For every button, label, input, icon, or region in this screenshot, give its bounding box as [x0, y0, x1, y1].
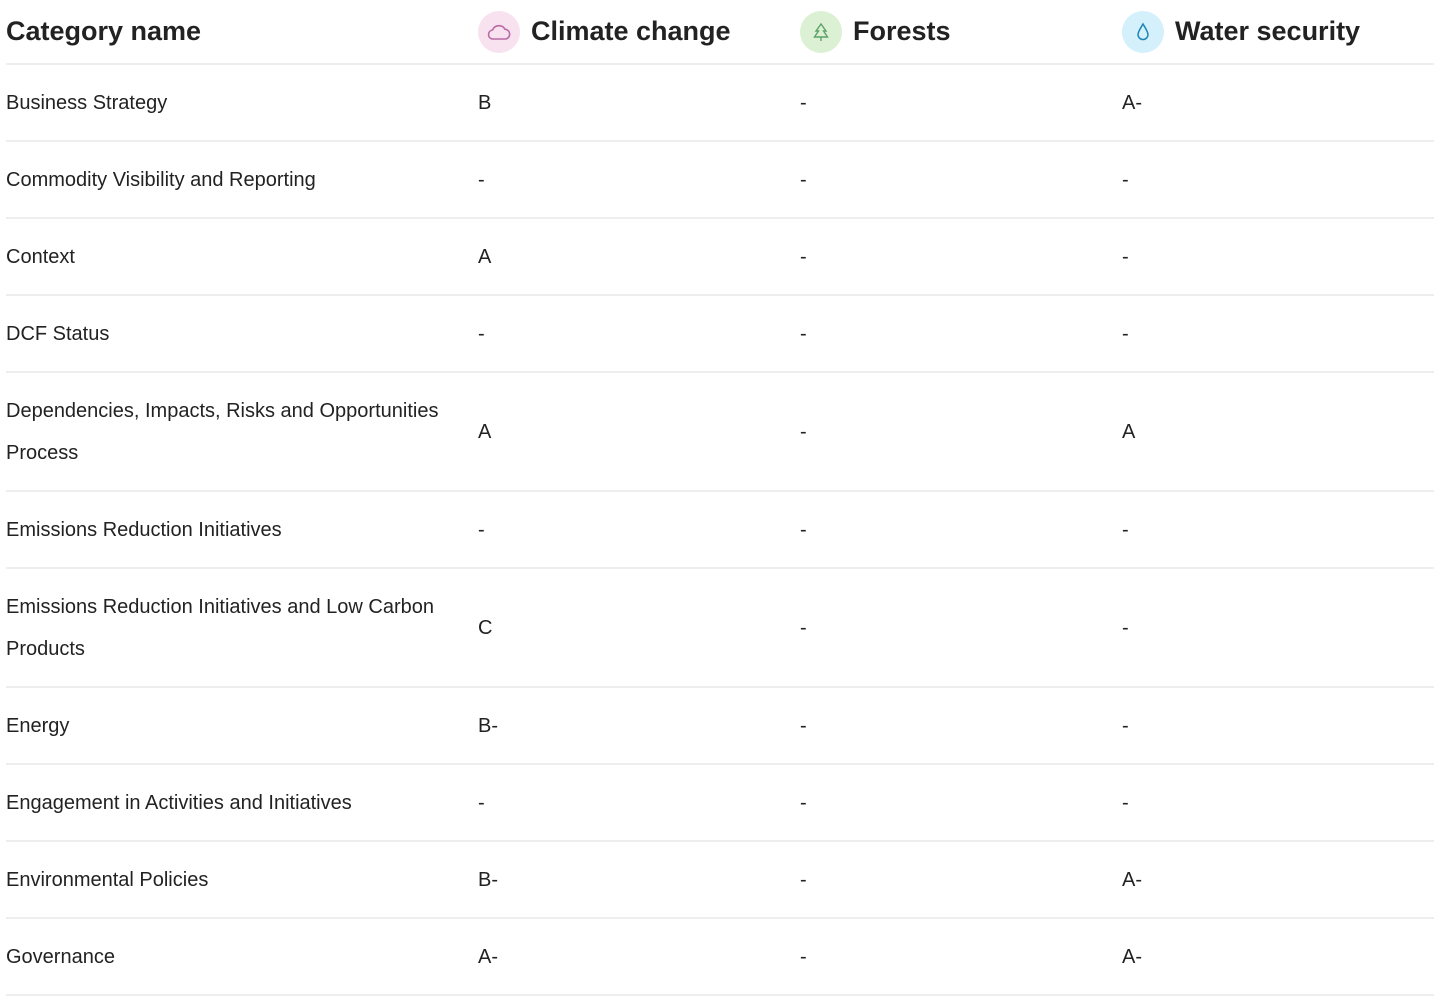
category-cell: Context: [6, 218, 478, 296]
category-cell: Governance: [6, 918, 478, 996]
table-row: Context A - -: [6, 218, 1434, 296]
water-score: A-: [1122, 841, 1434, 919]
header-water: Water security: [1122, 0, 1434, 65]
climate-score: B-: [478, 841, 800, 919]
forests-score: -: [800, 491, 1122, 569]
category-cell: Dependencies, Impacts, Risks and Opportu…: [6, 372, 478, 492]
climate-score: A: [478, 372, 800, 492]
table-header: Category name Climate change Forests Wat…: [6, 0, 1434, 65]
water-score: -: [1122, 295, 1434, 373]
header-label: Forests: [853, 16, 951, 46]
table-row: Engagement in Activities and Initiatives…: [6, 764, 1434, 842]
scores-table: Category name Climate change Forests Wat…: [6, 0, 1434, 996]
climate-score: -: [478, 141, 800, 219]
forests-score: -: [800, 372, 1122, 492]
forests-score: -: [800, 295, 1122, 373]
forests-score: -: [800, 218, 1122, 296]
water-score: -: [1122, 687, 1434, 765]
forests-score: -: [800, 841, 1122, 919]
climate-score: A-: [478, 918, 800, 996]
table-row: Governance A- - A-: [6, 918, 1434, 996]
category-cell: Emissions Reduction Initiatives: [6, 491, 478, 569]
forests-score: -: [800, 141, 1122, 219]
table-row: Emissions Reduction Initiatives - - -: [6, 491, 1434, 569]
table-row: Commodity Visibility and Reporting - - -: [6, 141, 1434, 219]
water-icon: [1122, 10, 1164, 53]
header-row: Category name Climate change Forests Wat…: [6, 0, 1434, 65]
category-cell: DCF Status: [6, 295, 478, 373]
category-cell: Engagement in Activities and Initiatives: [6, 764, 478, 842]
forests-score: -: [800, 64, 1122, 142]
climate-score: A: [478, 218, 800, 296]
category-cell: Emissions Reduction Initiatives and Low …: [6, 568, 478, 688]
forests-score: -: [800, 568, 1122, 688]
table-row: Dependencies, Impacts, Risks and Opportu…: [6, 372, 1434, 492]
forests-score: -: [800, 918, 1122, 996]
table-row: Environmental Policies B- - A-: [6, 841, 1434, 919]
forests-icon: [800, 10, 842, 53]
water-score: -: [1122, 491, 1434, 569]
water-score: -: [1122, 218, 1434, 296]
category-cell: Environmental Policies: [6, 841, 478, 919]
table-row: Energy B- - -: [6, 687, 1434, 765]
climate-score: -: [478, 295, 800, 373]
water-score: -: [1122, 764, 1434, 842]
water-score: A-: [1122, 918, 1434, 996]
water-score: A-: [1122, 64, 1434, 142]
forests-score: -: [800, 687, 1122, 765]
climate-score: C: [478, 568, 800, 688]
table-body: Business Strategy B - A- Commodity Visibilit…: [6, 64, 1434, 996]
climate-score: B: [478, 64, 800, 142]
header-label: Climate change: [531, 16, 731, 46]
climate-score: B-: [478, 687, 800, 765]
header-category: Category name: [6, 0, 478, 65]
header-label: Water security: [1175, 16, 1361, 46]
category-cell: Energy: [6, 687, 478, 765]
table-row: Emissions Reduction Initiatives and Low …: [6, 568, 1434, 688]
table-row: Business Strategy B - A-: [6, 64, 1434, 142]
climate-score: -: [478, 491, 800, 569]
climate-icon: [478, 10, 520, 53]
water-score: -: [1122, 141, 1434, 219]
water-score: -: [1122, 568, 1434, 688]
category-cell: Business Strategy: [6, 64, 478, 142]
forests-score: -: [800, 764, 1122, 842]
climate-score: -: [478, 764, 800, 842]
water-score: A: [1122, 372, 1434, 492]
header-forests: Forests: [800, 0, 1122, 65]
table-row: DCF Status - - -: [6, 295, 1434, 373]
header-climate: Climate change: [478, 0, 800, 65]
category-cell: Commodity Visibility and Reporting: [6, 141, 478, 219]
